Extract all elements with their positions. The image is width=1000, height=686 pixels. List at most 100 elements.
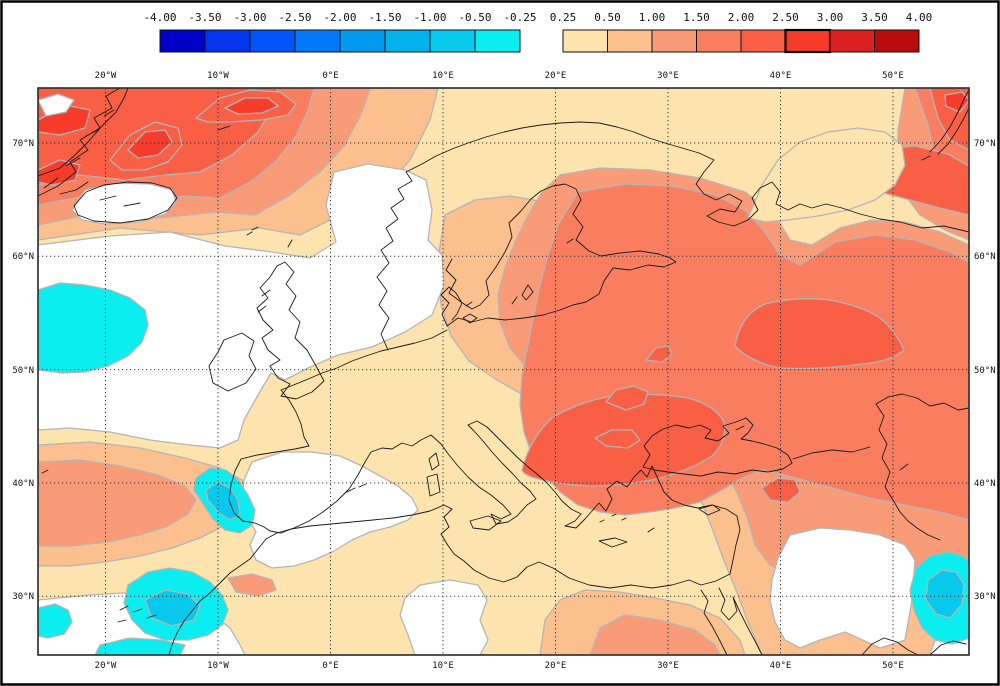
region-cold-morocco-core	[144, 589, 201, 627]
neg-level-label: -1.00	[413, 11, 446, 24]
pos-level-label: 1.50	[683, 11, 710, 24]
coastline-britain	[256, 261, 325, 400]
lat-label: 30°N	[12, 592, 34, 602]
pos-level-label: 0.25	[550, 11, 577, 24]
coastline-scandinavia-arctic	[376, 121, 969, 351]
region-l1-kola-pale	[747, 127, 906, 223]
lat-label: 50°N	[974, 366, 996, 376]
lat-label: 50°N	[12, 366, 34, 376]
pos-level-label: 4.00	[906, 11, 933, 24]
region-l3-atlas	[227, 573, 277, 597]
region-l3-southwest-core	[38, 459, 197, 547]
lon-label: 10°E	[432, 661, 454, 671]
region-neutral-iceland	[71, 182, 177, 225]
coastline-small-isles-north	[217, 125, 293, 248]
temperature-anomaly-map	[38, 88, 969, 655]
lon-label: 40°E	[770, 661, 792, 671]
bottom-longitude-labels: 20°W 10°W 0°E 10°E 20°E 30°E 40°E 50°E	[95, 661, 904, 671]
pos-color-cell	[696, 29, 742, 53]
neg-color-cell	[429, 29, 476, 53]
coastline-baltic	[445, 183, 677, 327]
lon-label: 0°E	[322, 661, 338, 671]
lat-label: 40°N	[12, 479, 34, 489]
coastline-novaya-zemlya	[921, 89, 969, 161]
pos-level-label: 2.50	[772, 11, 799, 24]
lon-label: 0°E	[322, 71, 338, 81]
neg-color-cell	[474, 29, 521, 53]
lat-label: 40°N	[974, 479, 996, 489]
lon-label: 10°W	[207, 661, 229, 671]
region-l5-ukraine-blobs	[594, 345, 673, 449]
pos-level-label: 0.50	[594, 11, 621, 24]
lon-label: 10°W	[207, 71, 229, 81]
neg-level-label: -3.50	[188, 11, 221, 24]
lon-label: 20°E	[545, 661, 567, 671]
coastline-canaries	[41, 469, 157, 623]
neg-color-cell	[384, 29, 431, 53]
region-cold-west-atlantic	[38, 282, 149, 374]
negative-colorbar: -4.00 -3.50 -3.00 -2.50 -2.00 -1.50 -1.0…	[143, 11, 537, 53]
pos-level-label: 1.00	[639, 11, 666, 24]
region-cold-iran-core	[925, 569, 965, 619]
region-neutral-libya	[399, 579, 489, 655]
coastline-greenland	[38, 88, 129, 197]
neg-level-label: -3.00	[233, 11, 266, 24]
pos-color-cell	[651, 29, 697, 53]
lon-label: 50°E	[882, 661, 904, 671]
neg-color-cell	[249, 29, 296, 53]
region-l5-caucasus	[761, 477, 801, 503]
region-l5-volga-anomaly	[734, 298, 905, 370]
coastline-black-sea	[642, 417, 793, 477]
region-neutral-greenland-ice	[38, 93, 75, 117]
neg-level-label: -2.00	[323, 11, 356, 24]
region-l6-hot-cores	[38, 91, 969, 186]
lon-label: 20°E	[545, 71, 567, 81]
top-longitude-labels: 20°W 10°W 0°E 10°E 20°E 30°E 40°E 50°E	[95, 71, 904, 81]
region-neutral-atlantic	[38, 163, 445, 449]
region-l3-egypt-core	[589, 614, 721, 655]
lon-label: 10°E	[432, 71, 454, 81]
lat-label: 70°N	[974, 139, 996, 149]
neg-level-label: -4.00	[143, 11, 176, 24]
neg-level-label: -1.50	[368, 11, 401, 24]
pos-color-cell	[740, 29, 786, 53]
lon-label: 50°E	[882, 71, 904, 81]
coastline-caspian-caucasus	[792, 393, 969, 541]
neg-level-label: -0.25	[503, 11, 536, 24]
coastline-redsea-gulf	[700, 587, 967, 655]
lon-label: 30°E	[657, 661, 679, 671]
pos-color-cell	[829, 29, 875, 53]
lat-label: 30°N	[974, 592, 996, 602]
coastline-mediterranean-africa	[168, 420, 741, 655]
left-latitude-labels: 70°N 60°N 50°N 40°N 30°N	[12, 139, 34, 602]
right-latitude-labels: 70°N 60°N 50°N 40°N 30°N	[974, 139, 996, 602]
lon-label: 40°E	[770, 71, 792, 81]
pos-color-cell	[874, 29, 920, 53]
lat-label: 60°N	[12, 252, 34, 262]
lon-label: 30°E	[657, 71, 679, 81]
pos-level-label: 3.50	[861, 11, 888, 24]
region-cold-portugal-core	[205, 481, 241, 521]
neg-level-label: -2.50	[278, 11, 311, 24]
map-frame	[37, 87, 970, 656]
lon-label: 20°W	[95, 661, 117, 671]
pos-color-cell-highlighted	[784, 28, 832, 54]
coastline-iceland	[73, 181, 178, 224]
coastline-france-iberia	[228, 329, 448, 534]
pos-color-cell	[607, 29, 653, 53]
coastline-med-islands	[346, 452, 721, 548]
pos-level-label: 3.00	[817, 11, 844, 24]
lat-label: 60°N	[974, 252, 996, 262]
positive-colorbar: 0.25 0.50 1.00 1.50 2.00 2.50 3.00 3.50 …	[550, 11, 933, 54]
pos-color-cell	[562, 29, 608, 53]
neg-color-cell	[159, 29, 206, 53]
coastlines	[38, 88, 969, 655]
lon-label: 20°W	[95, 71, 117, 81]
neg-color-cell	[294, 29, 341, 53]
region-cold-west-edge	[38, 603, 73, 639]
neg-color-cell	[204, 29, 251, 53]
neg-color-cell	[339, 29, 386, 53]
region-neutral-iberia	[241, 451, 419, 569]
